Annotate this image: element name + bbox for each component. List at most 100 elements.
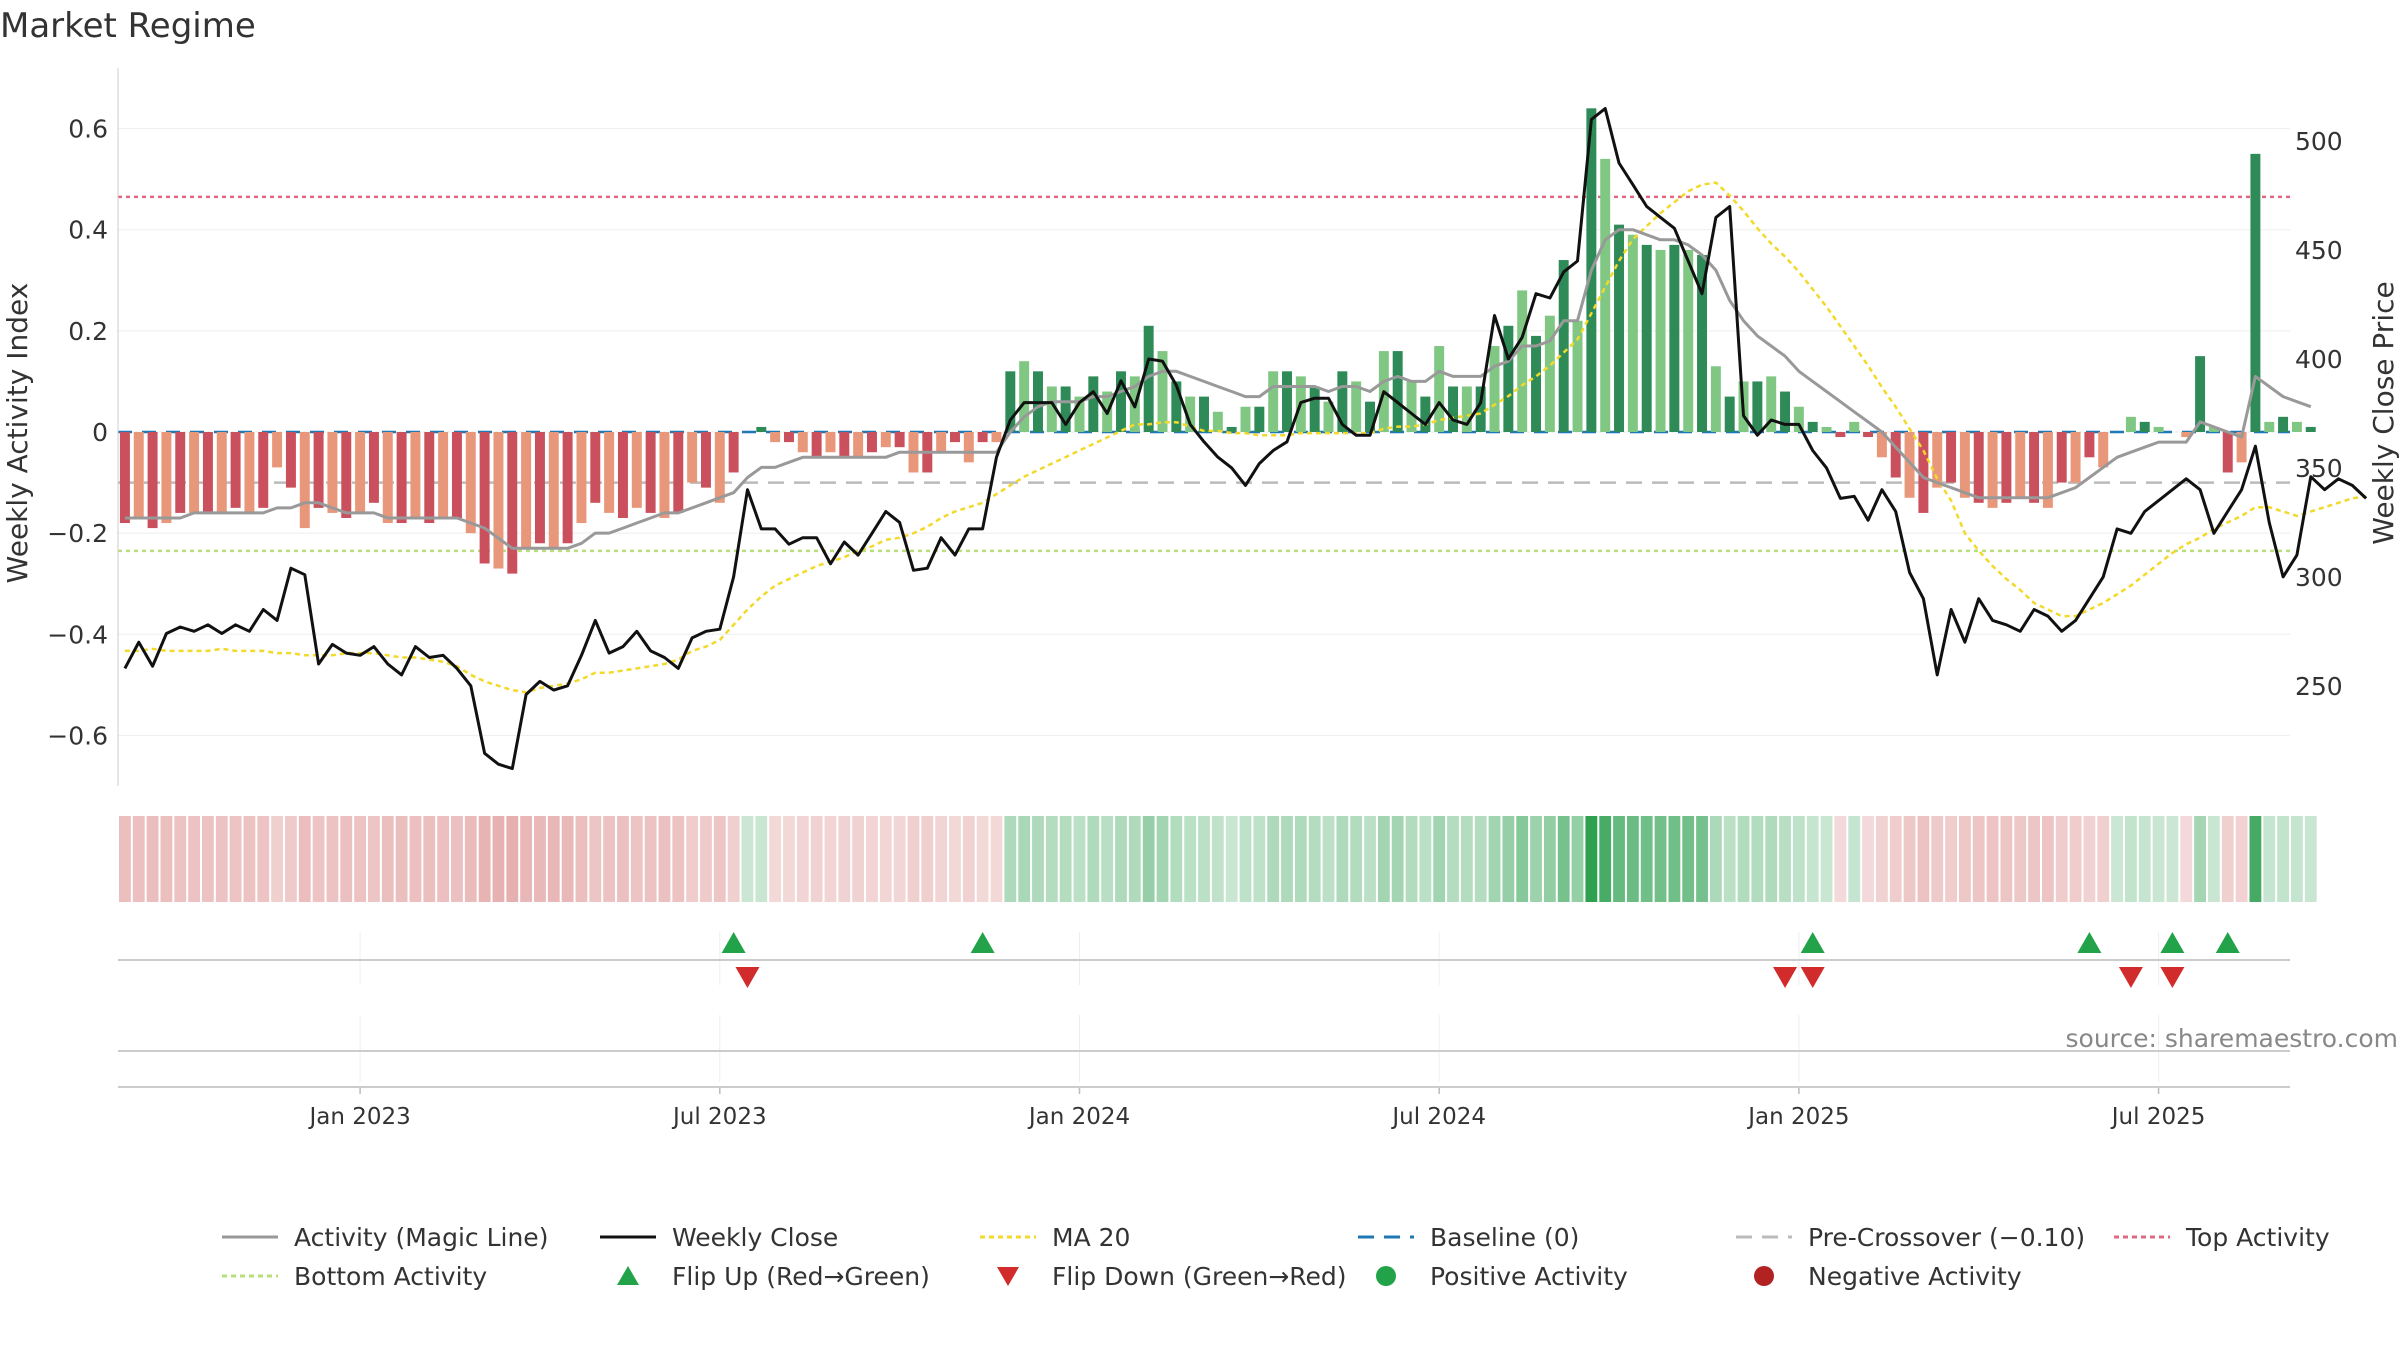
regime-strip-cell bbox=[644, 816, 657, 902]
activity-bar bbox=[202, 432, 213, 513]
regime-strip-cell bbox=[1045, 816, 1058, 902]
flip-up-marker bbox=[2160, 932, 2185, 953]
activity-bar bbox=[1074, 396, 1085, 432]
activity-bar bbox=[1226, 426, 1237, 432]
regime-strip-cell bbox=[838, 816, 851, 902]
activity-bar bbox=[1489, 346, 1500, 432]
activity-bar bbox=[175, 432, 186, 513]
activity-bar bbox=[866, 432, 877, 453]
activity-bar bbox=[1946, 432, 1957, 483]
grid-layer bbox=[118, 128, 2290, 1082]
activity-bar bbox=[1780, 391, 1791, 432]
y-right-tick-label: 500 bbox=[2295, 127, 2343, 156]
legend-item: Flip Down (Green→Red) bbox=[997, 1262, 1347, 1291]
regime-strip-cell bbox=[174, 816, 187, 902]
regime-strip-cell bbox=[727, 816, 740, 902]
activity-bar bbox=[728, 432, 739, 473]
activity-bar bbox=[825, 432, 836, 453]
y-left-tick-label: 0.4 bbox=[68, 216, 108, 245]
regime-strip-cell bbox=[1308, 816, 1321, 902]
regime-strip bbox=[119, 816, 2317, 902]
regime-strip-cell bbox=[423, 816, 436, 902]
activity-bar bbox=[396, 432, 407, 524]
regime-strip-cell bbox=[506, 816, 519, 902]
activity-bar bbox=[2181, 432, 2192, 438]
regime-strip-cell bbox=[547, 816, 560, 902]
regime-strip-cell bbox=[1115, 816, 1127, 902]
regime-strip-cell bbox=[575, 816, 588, 902]
legend-label: MA 20 bbox=[1052, 1223, 1130, 1252]
activity-bar bbox=[1517, 290, 1528, 432]
regime-strip-cell bbox=[1696, 816, 1708, 902]
activity-bar bbox=[2291, 421, 2302, 432]
flip-down-marker bbox=[1800, 967, 1825, 988]
regime-strip-cell bbox=[119, 816, 131, 902]
activity-bar bbox=[230, 432, 241, 508]
regime-strip-cell bbox=[312, 816, 325, 902]
activity-bar bbox=[2098, 432, 2109, 468]
regime-strip-cell bbox=[1945, 816, 1957, 902]
regime-strip-cell bbox=[340, 816, 353, 902]
regime-strip-cell bbox=[1972, 816, 1985, 902]
regime-strip-cell bbox=[879, 816, 892, 902]
legend-item: Bottom Activity bbox=[222, 1262, 487, 1291]
activity-bar bbox=[1614, 224, 1625, 432]
activity-bar bbox=[853, 432, 864, 458]
regime-strip-cell bbox=[229, 816, 242, 902]
activity-bar bbox=[1448, 386, 1458, 432]
activity-bar bbox=[2195, 356, 2206, 432]
activity-bar bbox=[1171, 381, 1182, 432]
regime-strip-cell bbox=[146, 816, 159, 902]
activity-bar bbox=[1531, 335, 1542, 432]
regime-strip-cell bbox=[1903, 816, 1916, 902]
activity-bar bbox=[1019, 361, 1030, 432]
activity-bar bbox=[507, 432, 518, 574]
legend-label: Baseline (0) bbox=[1430, 1223, 1579, 1252]
activity-bar bbox=[1143, 325, 1154, 432]
regime-strip-cell bbox=[852, 816, 865, 902]
regime-strip-cell bbox=[2000, 816, 2013, 902]
ma20-line bbox=[124, 181, 2367, 694]
regime-strip-cell bbox=[1917, 816, 1930, 902]
regime-strip-cell bbox=[1364, 816, 1376, 902]
activity-bar bbox=[936, 432, 947, 453]
regime-strip-cell bbox=[2291, 816, 2303, 902]
activity-bar bbox=[1793, 406, 1804, 432]
x-tick-label: Jan 2024 bbox=[1027, 1104, 1130, 1130]
regime-strip-cell bbox=[2235, 816, 2248, 902]
activity-bar bbox=[631, 432, 642, 508]
regime-strip-cell bbox=[1336, 816, 1349, 902]
regime-strip-cell bbox=[589, 816, 602, 902]
regime-strip-cell bbox=[1848, 816, 1861, 902]
regime-strip-cell bbox=[2111, 816, 2123, 902]
activity-bar bbox=[1185, 396, 1196, 432]
regime-strip-cell bbox=[1502, 816, 1515, 902]
legend-swatch bbox=[1376, 1266, 1396, 1286]
activity-bar bbox=[133, 432, 144, 518]
regime-strip-cell bbox=[755, 816, 768, 902]
regime-strip-cell bbox=[1889, 816, 1902, 902]
regime-strip-cell bbox=[2166, 816, 2179, 902]
regime-strip-cell bbox=[2097, 816, 2110, 902]
activity-bar bbox=[1434, 346, 1445, 432]
regime-strip-cell bbox=[2028, 816, 2040, 902]
regime-strip-cell bbox=[2138, 816, 2151, 902]
legend-item: Baseline (0) bbox=[1358, 1223, 1579, 1252]
flip-markers bbox=[118, 932, 2290, 988]
flip-up-marker bbox=[2077, 932, 2102, 953]
regime-strip-cell bbox=[1806, 816, 1819, 902]
legend-label: Flip Down (Green→Red) bbox=[1052, 1262, 1347, 1291]
regime-strip-cell bbox=[1599, 816, 1612, 902]
activity-bar bbox=[1309, 386, 1320, 432]
activity-bar bbox=[2208, 426, 2219, 432]
regime-strip-cell bbox=[1571, 816, 1584, 902]
activity-bar bbox=[700, 432, 711, 488]
activity-bar bbox=[1973, 432, 1984, 503]
activity-bar bbox=[1835, 432, 1846, 438]
flip-down-marker bbox=[1773, 967, 1798, 988]
regime-strip-cell bbox=[1281, 816, 1293, 902]
activity-bar bbox=[1821, 426, 1832, 432]
legend-label: Top Activity bbox=[2185, 1223, 2330, 1252]
activity-bar bbox=[991, 432, 1002, 443]
